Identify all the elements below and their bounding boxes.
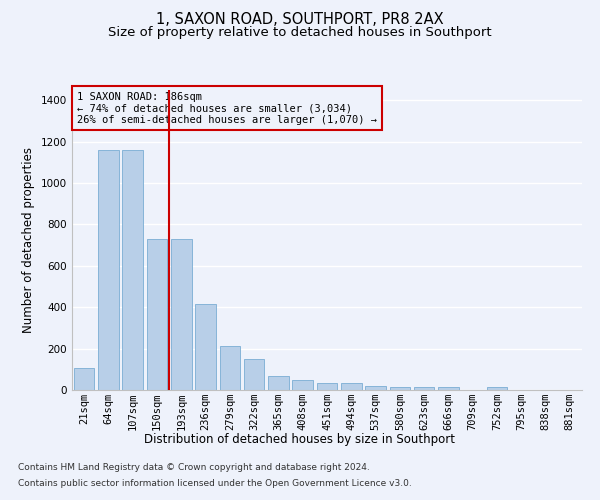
Bar xyxy=(317,384,337,390)
Bar xyxy=(122,150,143,390)
Bar xyxy=(74,368,94,390)
Text: Size of property relative to detached houses in Southport: Size of property relative to detached ho… xyxy=(108,26,492,39)
Text: Contains public sector information licensed under the Open Government Licence v3: Contains public sector information licen… xyxy=(18,478,412,488)
Bar xyxy=(438,387,459,390)
Bar xyxy=(195,304,216,390)
Y-axis label: Number of detached properties: Number of detached properties xyxy=(22,147,35,333)
Bar xyxy=(365,386,386,390)
Bar xyxy=(268,376,289,390)
Text: Distribution of detached houses by size in Southport: Distribution of detached houses by size … xyxy=(145,432,455,446)
Bar xyxy=(341,384,362,390)
Bar xyxy=(487,387,508,390)
Text: 1 SAXON ROAD: 186sqm
← 74% of detached houses are smaller (3,034)
26% of semi-de: 1 SAXON ROAD: 186sqm ← 74% of detached h… xyxy=(77,92,377,124)
Bar xyxy=(389,387,410,390)
Bar xyxy=(292,380,313,390)
Bar xyxy=(414,387,434,390)
Bar xyxy=(98,150,119,390)
Bar xyxy=(244,359,265,390)
Bar xyxy=(146,239,167,390)
Bar xyxy=(171,239,191,390)
Bar xyxy=(220,346,240,390)
Text: 1, SAXON ROAD, SOUTHPORT, PR8 2AX: 1, SAXON ROAD, SOUTHPORT, PR8 2AX xyxy=(156,12,444,28)
Text: Contains HM Land Registry data © Crown copyright and database right 2024.: Contains HM Land Registry data © Crown c… xyxy=(18,464,370,472)
